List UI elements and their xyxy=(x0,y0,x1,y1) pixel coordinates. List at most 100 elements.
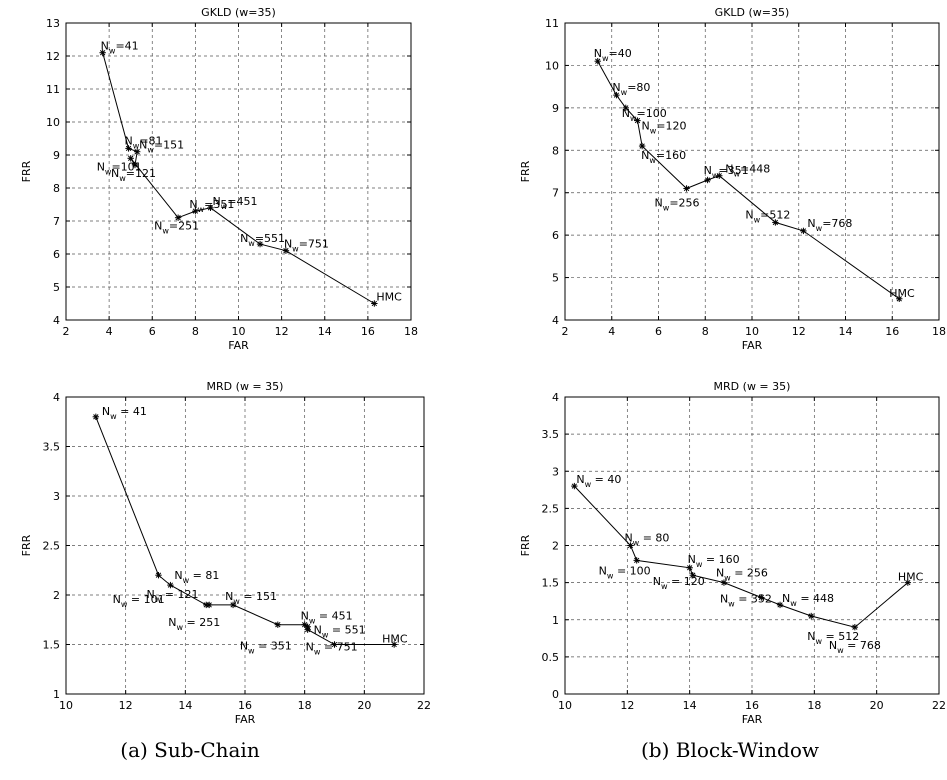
x-tick-label: 10 xyxy=(558,699,572,712)
x-tick-label: 20 xyxy=(357,699,371,712)
x-tick-label: 14 xyxy=(839,325,853,338)
y-tick-label: 8 xyxy=(552,144,559,157)
y-tick-label: 0 xyxy=(552,688,559,701)
y-tick-label: 0.5 xyxy=(542,651,560,664)
point-annotation: Nw = 100 xyxy=(599,564,651,580)
y-tick-label: 10 xyxy=(545,59,559,72)
x-tick-label: 10 xyxy=(232,325,246,338)
point-annotation: Nw=256 xyxy=(655,196,700,212)
x-tick-label: 16 xyxy=(885,325,899,338)
point-annotation: Nw = 451 xyxy=(301,610,353,626)
x-tick-label: 10 xyxy=(59,699,73,712)
y-tick-label: 8 xyxy=(53,182,60,195)
x-tick-label: 6 xyxy=(655,325,662,338)
data-point xyxy=(92,413,100,420)
point-annotation: Nw=451 xyxy=(212,195,257,211)
data-point xyxy=(256,240,264,248)
x-tick-label: 14 xyxy=(318,325,332,338)
x-tick-label: 20 xyxy=(870,699,884,712)
point-annotation: Nw = 352 xyxy=(720,593,772,609)
x-tick-label: 10 xyxy=(745,325,759,338)
caption-sub-chain: (a) Sub-Chain xyxy=(120,738,260,762)
x-tick-label: 16 xyxy=(361,325,375,338)
point-annotation: Nw = 256 xyxy=(716,567,768,583)
point-annotation: Nw=551 xyxy=(240,232,285,248)
data-point xyxy=(167,581,174,589)
data-point xyxy=(371,300,378,307)
y-tick-label: 1 xyxy=(552,614,559,627)
point-annotation: Nw = 80 xyxy=(624,532,669,548)
point-annotation: Nw=100 xyxy=(622,107,667,123)
data-point xyxy=(689,572,696,579)
y-tick-label: 4 xyxy=(53,391,60,404)
data-point xyxy=(127,155,134,162)
point-annotation: Nw = 512 xyxy=(807,630,859,646)
y-tick-label: 3.5 xyxy=(542,428,560,441)
y-tick-label: 3 xyxy=(552,465,559,478)
point-annotation: Nw = 768 xyxy=(829,639,881,655)
point-annotation: HMC xyxy=(898,571,924,584)
data-point xyxy=(229,601,237,609)
data-point xyxy=(274,621,282,628)
x-tick-label: 14 xyxy=(178,699,192,712)
y-tick-label: 3 xyxy=(53,490,60,503)
data-point xyxy=(758,594,765,601)
point-annotation: Nw = 151 xyxy=(225,590,277,606)
data-point xyxy=(627,542,634,549)
data-point xyxy=(772,219,779,226)
data-point xyxy=(851,623,859,631)
y-tick-label: 4 xyxy=(53,314,60,327)
y-tick-label: 13 xyxy=(46,17,60,30)
data-point xyxy=(282,247,290,254)
data-point xyxy=(131,161,139,169)
data-point xyxy=(720,579,728,586)
data-point xyxy=(613,91,620,99)
data-point xyxy=(683,185,690,192)
y-axis-label: FRR xyxy=(20,160,33,182)
point-annotation: Nw = 40 xyxy=(576,473,621,489)
data-point xyxy=(704,176,711,184)
point-annotation: Nw=81 xyxy=(125,134,163,150)
data-point xyxy=(716,172,723,179)
x-tick-label: 8 xyxy=(702,325,709,338)
chart-3: 10 12 14 16 18 20 22 1 1.5 2 2.5 3 3.5 4 MRD (w = 35) F… xyxy=(20,380,431,726)
point-annotation: Nw=251 xyxy=(154,220,199,236)
point-annotation: Nw=121 xyxy=(111,167,156,183)
chart-title: MRD (w = 35) xyxy=(714,380,791,393)
data-point xyxy=(634,117,641,124)
x-tick-label: 18 xyxy=(932,325,946,338)
point-annotation: Nw = 41 xyxy=(102,405,147,421)
caption-block-window: (b) Block-Window xyxy=(641,738,819,762)
x-tick-label: 4 xyxy=(106,325,113,338)
data-point xyxy=(594,57,601,65)
data-point xyxy=(622,104,629,112)
y-tick-label: 1.5 xyxy=(43,639,61,652)
x-tick-label: 12 xyxy=(119,699,133,712)
point-annotation: HMC xyxy=(376,291,402,304)
data-point xyxy=(155,572,162,579)
y-tick-label: 2.5 xyxy=(43,540,61,553)
x-tick-label: 16 xyxy=(745,699,759,712)
data-point xyxy=(331,641,338,648)
data-point xyxy=(125,145,132,152)
point-annotation: Nw=512 xyxy=(745,208,790,224)
data-point xyxy=(304,626,311,633)
data-point xyxy=(133,148,141,155)
x-tick-label: 18 xyxy=(807,699,821,712)
x-tick-label: 4 xyxy=(608,325,615,338)
x-tick-label: 8 xyxy=(192,325,199,338)
point-annotation: Nw=351 xyxy=(189,198,234,214)
point-annotation: Nw=448 xyxy=(725,163,770,179)
data-point xyxy=(800,227,807,235)
point-annotation: Nw = 448 xyxy=(782,592,834,608)
data-point xyxy=(206,601,213,609)
y-tick-label: 2 xyxy=(552,540,559,553)
y-tick-label: 7 xyxy=(552,187,559,200)
x-tick-label: 12 xyxy=(275,325,289,338)
data-point xyxy=(896,295,903,302)
y-tick-label: 3.5 xyxy=(43,441,61,454)
